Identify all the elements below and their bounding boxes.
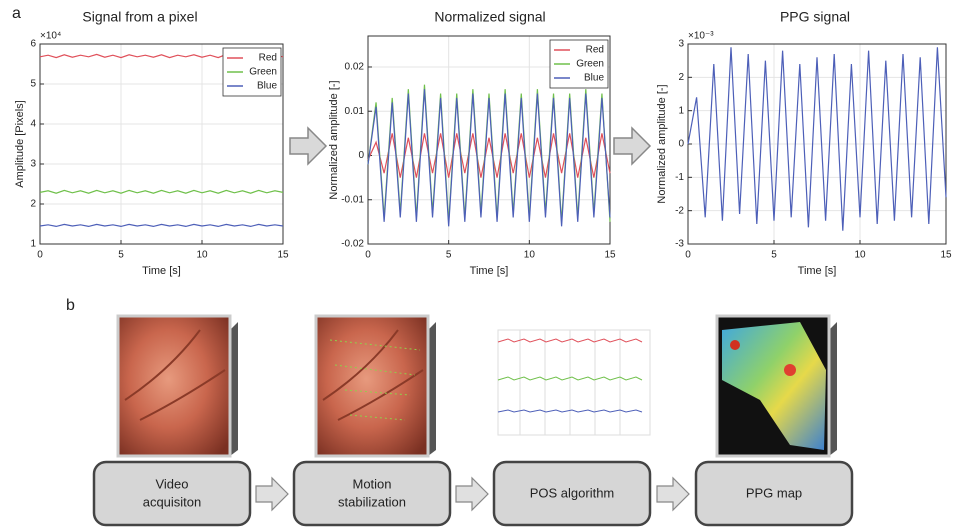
legend-label: Blue — [257, 81, 277, 92]
x-tick-label: 5 — [118, 250, 124, 261]
arrow — [289, 126, 652, 166]
x-tick-label: 10 — [524, 250, 536, 261]
line-series — [687, 47, 947, 231]
legend-label: Green — [576, 59, 604, 70]
panel-label: b — [66, 297, 75, 314]
line-series — [39, 189, 284, 194]
y-tick-label: -3 — [675, 239, 684, 250]
axes-frame — [39, 43, 284, 245]
flow-boxes — [92, 460, 854, 527]
y-tick-label: -2 — [675, 205, 684, 216]
axes-frame — [367, 35, 611, 245]
x-tick-label: 0 — [685, 250, 691, 261]
chart-title: Normalized signal — [434, 9, 545, 25]
y-tick-label: 3 — [678, 39, 684, 50]
legend: Red Green Blue — [549, 39, 609, 89]
y-tick-label: 0.01 — [345, 106, 365, 117]
line-series — [39, 223, 284, 228]
y-tick-label: 1 — [30, 239, 36, 250]
line-series — [367, 133, 611, 178]
y-tick-label: 5 — [30, 79, 36, 90]
mini-chart — [497, 329, 651, 436]
panel-label: a — [12, 5, 21, 22]
x-tick-label: 15 — [940, 250, 952, 261]
line-series — [367, 89, 611, 227]
x-tick-label: 15 — [277, 250, 289, 261]
y-multiplier: ×10⁻³ — [688, 31, 714, 42]
x-axis-label: Time [s] — [470, 265, 509, 277]
image-stabilized — [314, 314, 436, 458]
y-axis-label: Normalized amplitude [-] — [656, 84, 668, 203]
flow-label: acquisiton — [143, 494, 202, 509]
y-tick-label: 2 — [30, 199, 36, 210]
flow-label: Motion — [352, 476, 391, 491]
legend-label: Blue — [584, 73, 604, 84]
flow-label: PPG map — [746, 485, 802, 500]
line-series — [367, 84, 611, 222]
legend-label: Red — [586, 45, 604, 56]
y-tick-label: 1 — [678, 105, 684, 116]
x-tick-label: 10 — [196, 250, 208, 261]
image-video — [116, 314, 238, 458]
arrow — [255, 476, 690, 512]
x-tick-label: 10 — [854, 250, 866, 261]
y-axis-label: Normalized amplitude [-] — [328, 80, 340, 199]
x-tick-label: 5 — [446, 250, 452, 261]
legend-box — [222, 47, 282, 97]
y-multiplier: ×10⁴ — [40, 31, 61, 42]
x-axis-label: Time [s] — [142, 265, 181, 277]
y-tick-label: 6 — [30, 39, 36, 50]
legend: Red Green Blue — [222, 47, 282, 97]
y-tick-label: 0 — [678, 139, 684, 150]
flow-label: stabilization — [338, 494, 406, 509]
y-tick-label: 3 — [30, 159, 36, 170]
legend-label: Red — [259, 53, 277, 64]
x-tick-label: 0 — [365, 250, 371, 261]
y-tick-label: -0.01 — [341, 194, 364, 205]
flow-label: POS algorithm — [530, 485, 615, 500]
y-tick-label: 0.02 — [345, 62, 365, 73]
x-tick-label: 5 — [771, 250, 777, 261]
chart-title: Signal from a pixel — [82, 9, 197, 25]
y-tick-label: -1 — [675, 172, 684, 183]
x-tick-label: 15 — [604, 250, 616, 261]
x-axis-label: Time [s] — [798, 265, 837, 277]
chart-title: PPG signal — [780, 9, 850, 25]
flow-label: Video — [155, 476, 188, 491]
y-axis-label: Amplitude [Pixels] — [14, 100, 26, 187]
y-tick-label: 4 — [30, 119, 36, 130]
y-tick-label: 2 — [678, 72, 684, 83]
y-tick-label: 0 — [358, 150, 364, 161]
image-ppg-map — [715, 314, 837, 458]
y-tick-label: -0.02 — [341, 239, 364, 250]
x-tick-label: 0 — [37, 250, 43, 261]
legend-label: Green — [249, 67, 277, 78]
